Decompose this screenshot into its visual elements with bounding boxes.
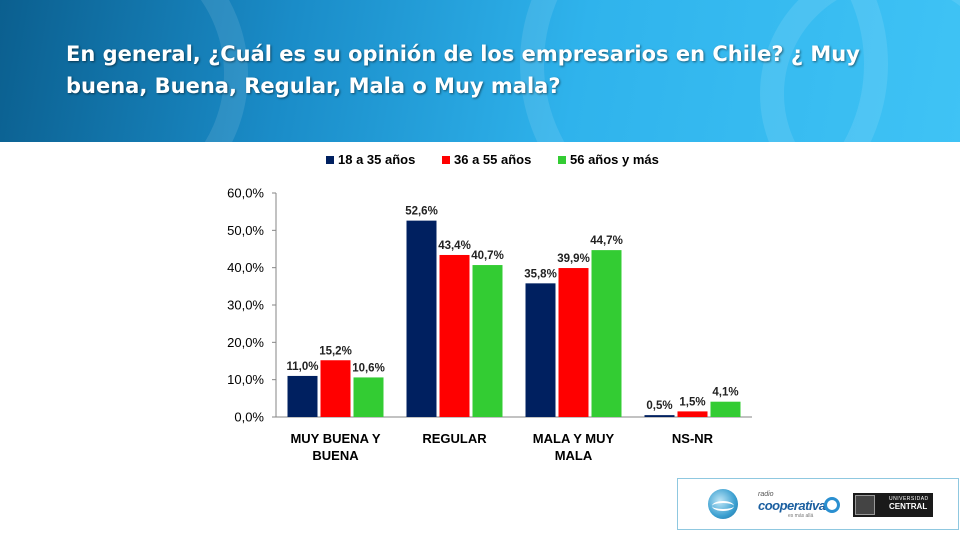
- legend-swatch: [326, 156, 334, 164]
- cooperativa-swoosh-icon: [824, 497, 840, 513]
- university-name: CENTRAL: [889, 502, 928, 511]
- bar: [320, 360, 351, 417]
- globe-logo-icon: [708, 489, 738, 519]
- universidad-central-logo: UNIVERSIDAD CENTRAL: [853, 493, 933, 517]
- bar: [287, 375, 318, 417]
- university-small-text: UNIVERSIDAD: [889, 496, 929, 502]
- data-label: 4,1%: [712, 387, 738, 399]
- bar: [591, 250, 622, 417]
- university-crest-icon: [855, 495, 875, 515]
- y-tick-label: 0,0%: [234, 410, 264, 425]
- data-label: 0,5%: [646, 400, 672, 412]
- x-tick-label: REGULAR: [422, 431, 487, 446]
- bar: [677, 411, 708, 417]
- bar: [710, 401, 741, 417]
- y-tick-label: 10,0%: [227, 372, 264, 387]
- legend-label: 56 años y más: [570, 152, 659, 167]
- cooperativa-name: cooperativa: [758, 498, 826, 513]
- data-label: 44,7%: [590, 235, 623, 247]
- data-label: 11,0%: [287, 361, 319, 373]
- x-tick-label: MUY BUENA Y: [290, 431, 380, 446]
- y-tick-label: 20,0%: [227, 335, 264, 350]
- y-tick-label: 30,0%: [227, 298, 264, 313]
- x-tick-label: MALA: [555, 448, 593, 463]
- data-label: 52,6%: [405, 206, 438, 218]
- data-label: 1,5%: [679, 396, 705, 408]
- bar: [558, 268, 589, 417]
- bar: [353, 377, 384, 417]
- bar: [472, 265, 503, 417]
- legend-label: 36 a 55 años: [454, 152, 531, 167]
- cooperativa-tagline: es más allá: [788, 513, 814, 519]
- chart-title: En general, ¿Cuál es su opinión de los e…: [66, 42, 860, 98]
- bar: [525, 283, 556, 417]
- data-label: 15,2%: [319, 345, 352, 357]
- bar: [406, 220, 437, 417]
- legend-label: 18 a 35 años: [338, 152, 415, 167]
- x-tick-label: MALA Y MUY: [533, 431, 615, 446]
- cooperativa-logo: radio cooperativa es más allá: [758, 491, 848, 519]
- data-label: 35,8%: [524, 268, 557, 280]
- data-label: 39,9%: [557, 253, 590, 265]
- data-label: 43,4%: [438, 240, 471, 252]
- legend-swatch: [558, 156, 566, 164]
- cooperativa-small-text: radio: [758, 491, 774, 498]
- bar-chart: 0,0%10,0%20,0%30,0%40,0%50,0%60,0%11,0%1…: [227, 152, 752, 463]
- data-label: 10,6%: [352, 362, 385, 374]
- x-tick-label: NS-NR: [672, 431, 714, 446]
- legend-swatch: [442, 156, 450, 164]
- y-tick-label: 40,0%: [227, 260, 264, 275]
- bar: [644, 415, 675, 417]
- x-tick-label: BUENA: [312, 448, 359, 463]
- y-tick-label: 60,0%: [227, 186, 264, 201]
- header-banner: En general, ¿Cuál es su opinión de los e…: [0, 0, 960, 142]
- sponsor-logos: radio cooperativa es más allá UNIVERSIDA…: [677, 478, 959, 530]
- y-tick-label: 50,0%: [227, 223, 264, 238]
- bar: [439, 254, 470, 417]
- data-label: 40,7%: [471, 250, 504, 262]
